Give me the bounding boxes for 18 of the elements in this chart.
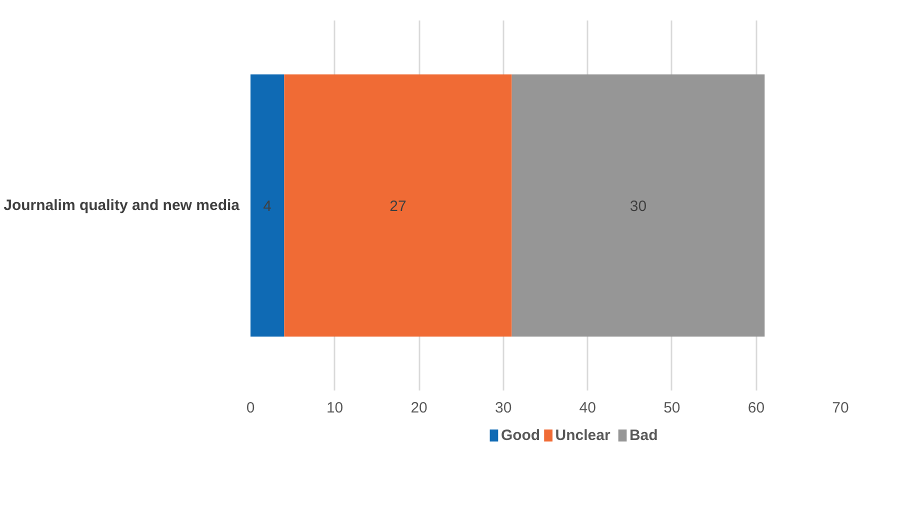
x-tick-label: 30 bbox=[495, 400, 512, 416]
data-label: 30 bbox=[630, 198, 647, 215]
bar bbox=[250, 74, 284, 337]
data-label: 27 bbox=[390, 198, 406, 215]
x-tick-label: 20 bbox=[410, 400, 428, 416]
bar bbox=[284, 74, 512, 337]
x-tick-label: 40 bbox=[579, 400, 596, 416]
x-tick-label: 50 bbox=[664, 400, 680, 416]
x-tick-label: 60 bbox=[748, 400, 765, 416]
legend-label: Good bbox=[500, 427, 540, 444]
data-label: 4 bbox=[263, 198, 272, 215]
bar bbox=[512, 74, 765, 337]
x-tick-label: 70 bbox=[832, 400, 849, 416]
legend-label: Bad bbox=[629, 427, 658, 444]
legend-label: Unclear bbox=[555, 427, 610, 444]
x-tick-label: 0 bbox=[246, 400, 255, 416]
x-tick-label: 10 bbox=[326, 400, 344, 416]
y-tick-label: Journalim quality and new media bbox=[4, 197, 240, 214]
